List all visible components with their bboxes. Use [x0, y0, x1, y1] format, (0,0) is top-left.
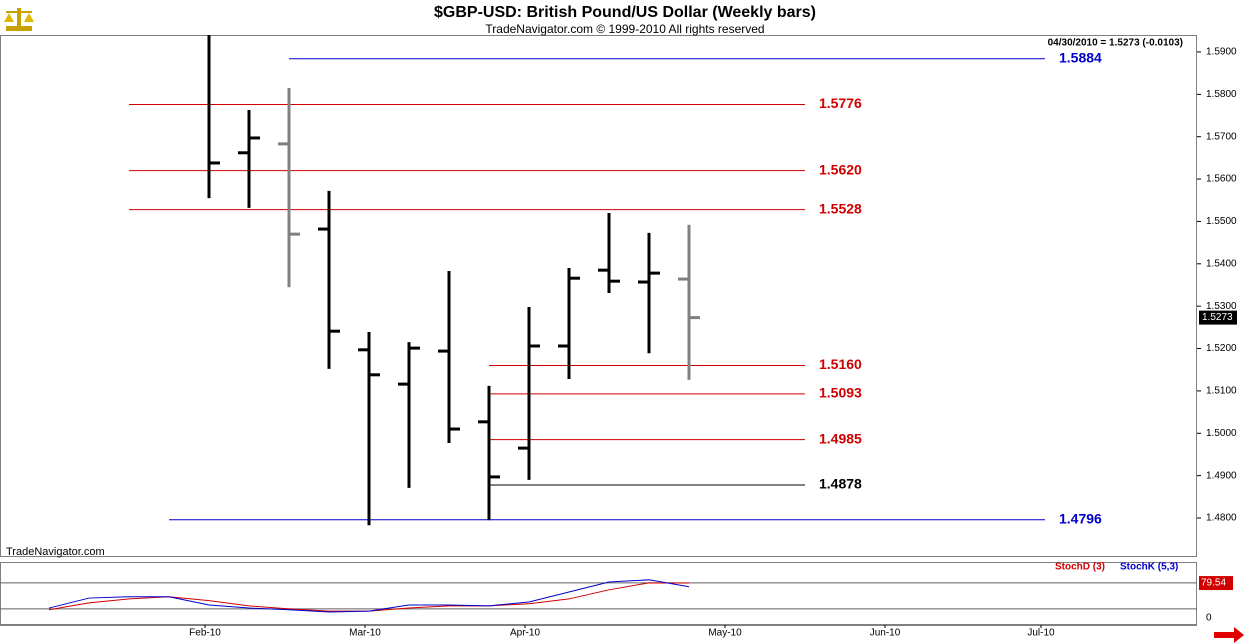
- x-tick-label: May-10: [708, 628, 742, 639]
- y-tick-label: 1.5900: [1206, 47, 1237, 58]
- y-tick-label: 0: [1206, 612, 1212, 623]
- level-label: 1.5776: [819, 95, 862, 111]
- y-tick-label: 1.5200: [1206, 343, 1237, 354]
- last-price-box: [1199, 310, 1237, 325]
- watermark: TradeNavigator.com: [6, 546, 105, 558]
- y-tick-label: 1.5100: [1206, 386, 1237, 397]
- stoch-line: [48, 579, 690, 613]
- level-label: 1.5160: [819, 356, 862, 372]
- y-tick-label: 1.5000: [1206, 428, 1237, 439]
- y-tick-label: 1.5400: [1206, 258, 1237, 269]
- stoch-panel: [0, 562, 1197, 625]
- chart-title: $GBP-USD: British Pound/US Dollar (Weekl…: [434, 4, 816, 21]
- last-stoch-box: [1199, 576, 1233, 591]
- y-tick-label: 1.5600: [1206, 174, 1237, 185]
- main-panel: [0, 35, 1197, 557]
- logo: [4, 8, 34, 31]
- y-tick-label: 1.5700: [1206, 131, 1237, 142]
- scroll-arrow[interactable]: [1214, 627, 1244, 643]
- x-tick-label: Jul-10: [1027, 628, 1055, 639]
- last-price-label: 1.5273: [1202, 312, 1233, 323]
- price-info: 04/30/2010 = 1.5273 (-0.0103): [1048, 38, 1183, 49]
- legend-label: StochK (5,3): [1120, 562, 1178, 573]
- y-tick-label: 1.4900: [1206, 470, 1237, 481]
- legend-label: StochD (3): [1055, 562, 1105, 573]
- level-label: 1.4985: [819, 430, 862, 446]
- y-tick-label: 1.5800: [1206, 89, 1237, 100]
- price-bars: [129, 35, 1045, 526]
- y-tick-label: 1.5300: [1206, 301, 1237, 312]
- y-tick-label: 1.4800: [1206, 513, 1237, 524]
- last-stoch-label: 79.54: [1201, 578, 1226, 589]
- x-tick-label: Feb-10: [189, 628, 221, 639]
- x-tick-label: Mar-10: [349, 628, 381, 639]
- y-tick-label: 1.5500: [1206, 216, 1237, 227]
- level-label: 1.5528: [819, 200, 862, 216]
- level-label: 1.5093: [819, 385, 862, 401]
- chart-subtitle: TradeNavigator.com © 1999-2010 All right…: [485, 22, 764, 36]
- level-label: 1.5884: [1059, 49, 1102, 65]
- x-tick-label: Jun-10: [870, 628, 901, 639]
- x-tick-label: Apr-10: [510, 628, 540, 639]
- level-label: 1.5620: [819, 161, 862, 177]
- level-label: 1.4878: [819, 476, 862, 492]
- level-label: 1.4796: [1059, 510, 1102, 526]
